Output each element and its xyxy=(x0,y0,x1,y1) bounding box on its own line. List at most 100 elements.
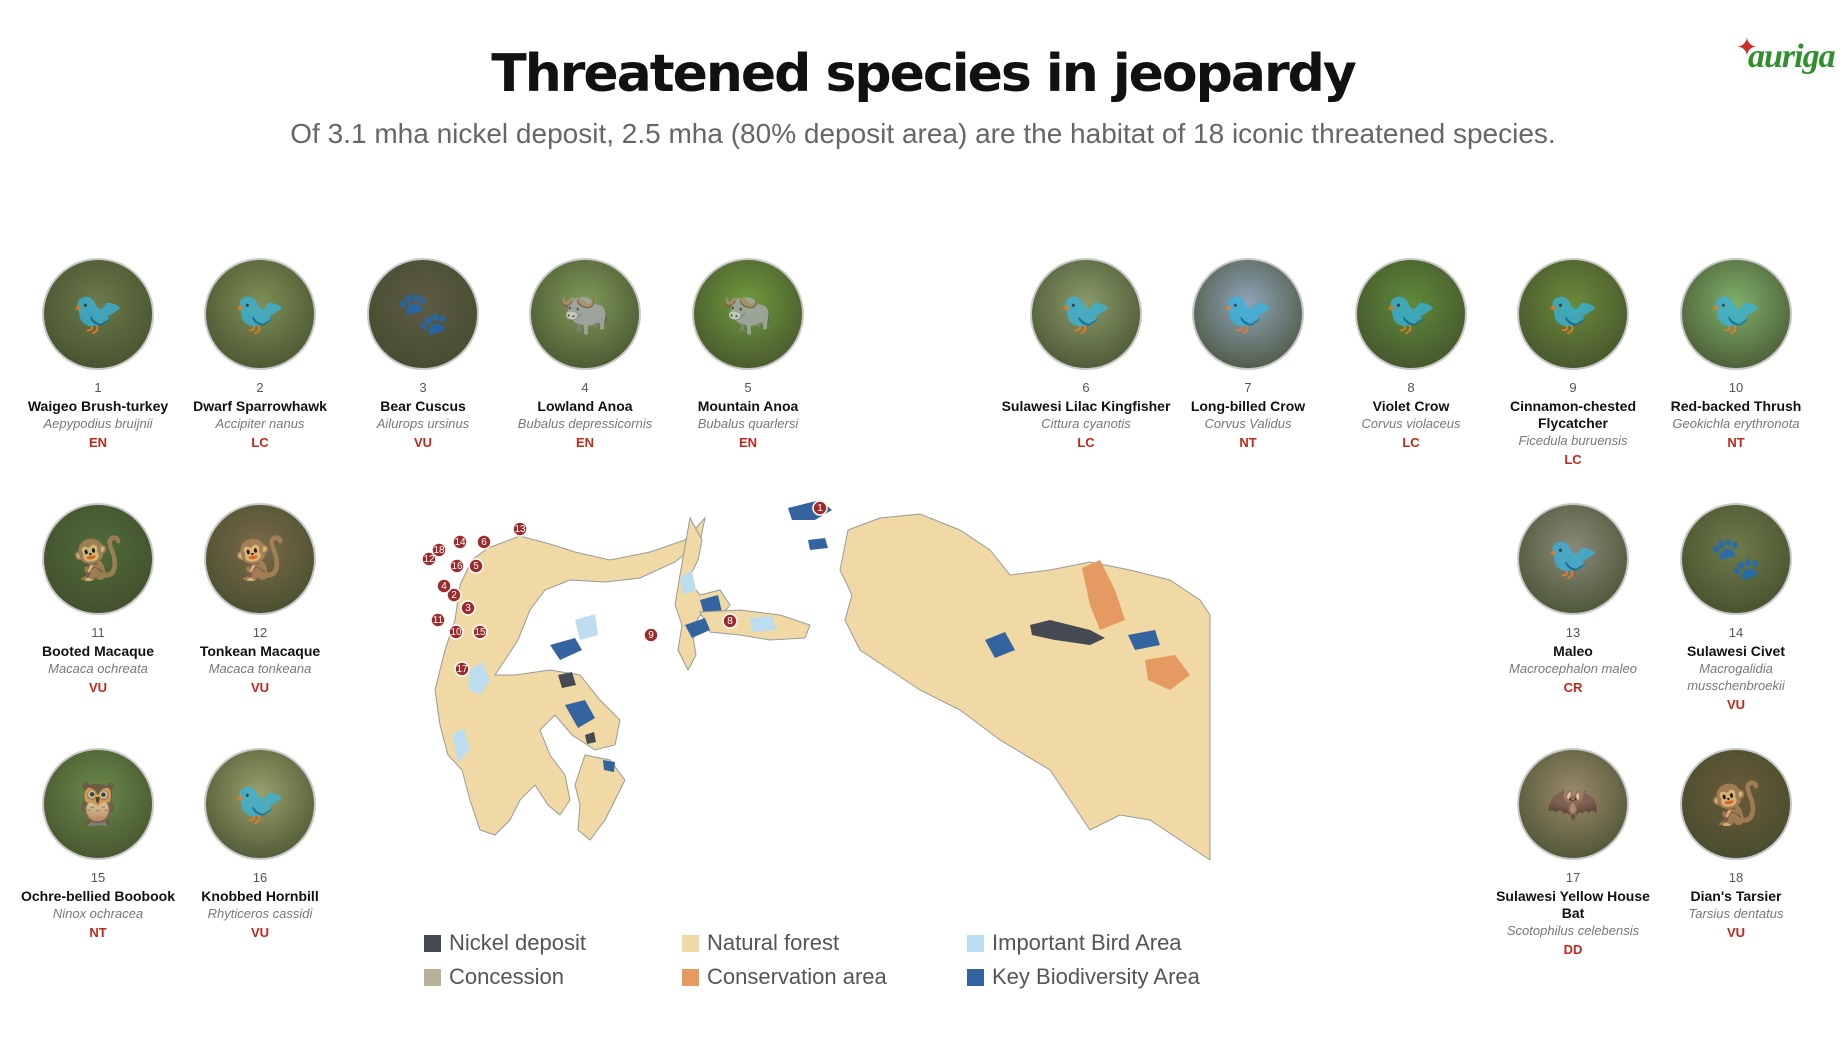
map-marker-17[interactable]: 17 xyxy=(454,661,470,677)
map-marker-3[interactable]: 3 xyxy=(460,600,476,616)
svg-text:12: 12 xyxy=(423,554,435,565)
map-marker-2[interactable]: 2 xyxy=(446,587,462,603)
species-name: Red-backed Thrush xyxy=(1670,398,1802,414)
species-card-4: 🐃 4 Lowland Anoa Bubalus depressicornis … xyxy=(500,258,670,450)
species-photo: 🦇 xyxy=(1517,748,1629,860)
map-marker-16[interactable]: 16 xyxy=(449,558,465,574)
species-card-16: 🐦 16 Knobbed Hornbill Rhyticeros cassidi… xyxy=(175,748,345,940)
map-marker-8[interactable]: 8 xyxy=(722,613,738,629)
species-name: Sulawesi Lilac Kingfisher xyxy=(1001,398,1171,414)
map-marker-13[interactable]: 13 xyxy=(512,521,528,537)
bovine-icon: 🐃 xyxy=(721,289,775,337)
map-marker-1[interactable]: 1 xyxy=(812,500,828,516)
sulawesi-kba xyxy=(550,638,582,660)
species-name: Maleo xyxy=(1553,643,1593,659)
status-badge: EN xyxy=(88,435,108,450)
new-guinea-conservation xyxy=(1145,655,1190,690)
species-scientific-name: Macaca tonkeana xyxy=(208,661,312,676)
svg-text:2: 2 xyxy=(451,590,457,601)
species-card-1: 🐦 1 Waigeo Brush-turkey Aepypodius bruij… xyxy=(13,258,183,450)
map-marker-9[interactable]: 9 xyxy=(643,627,659,643)
legend-label: Conservation area xyxy=(707,964,887,989)
species-number: 2 xyxy=(256,380,264,395)
map-marker-5[interactable]: 5 xyxy=(468,558,484,574)
species-number: 4 xyxy=(581,380,589,395)
legend-label: Concession xyxy=(449,964,564,989)
new-guinea-conservation xyxy=(1082,560,1125,630)
legend-label: Key Biodiversity Area xyxy=(992,964,1200,989)
sulawesi-island xyxy=(434,516,706,841)
species-scientific-name: Cittura cyanotis xyxy=(1041,416,1131,431)
species-number: 9 xyxy=(1569,380,1577,395)
halmahera-iba xyxy=(680,570,696,595)
crow-icon: 🐦 xyxy=(1221,289,1275,337)
species-number: 12 xyxy=(252,625,268,640)
map-marker-12[interactable]: 12 xyxy=(421,551,437,567)
species-name: Lowland Anoa xyxy=(537,398,633,414)
species-scientific-name: Tarsius dentatus xyxy=(1688,906,1784,921)
status-badge: LC xyxy=(1564,452,1582,467)
status-badge: VU xyxy=(250,680,270,695)
species-number: 16 xyxy=(252,870,268,885)
new-guinea-kba xyxy=(808,538,828,550)
species-photo: 🐾 xyxy=(367,258,479,370)
monkey-icon: 🐒 xyxy=(233,534,287,582)
species-card-18: 🐒 18 Dian's Tarsier Tarsius dentatus VU xyxy=(1651,748,1821,940)
status-badge: VU xyxy=(413,435,433,450)
species-scientific-name: Corvus violaceus xyxy=(1361,416,1461,431)
legend-swatch xyxy=(424,968,441,986)
legend-label: Nickel deposit xyxy=(449,930,586,955)
species-card-2: 🐦 2 Dwarf Sparrowhawk Accipiter nanus LC xyxy=(175,258,345,450)
species-number: 5 xyxy=(744,380,752,395)
habitat-map: 1 2 3 4 5 6 7 8 9 10 11 12 13 14 15 16 1… xyxy=(421,500,1211,861)
species-number: 1 xyxy=(94,380,102,395)
legend-swatch xyxy=(967,934,984,952)
status-badge: EN xyxy=(738,435,758,450)
new-guinea-kba xyxy=(985,632,1015,658)
bird-icon: 🐦 xyxy=(1546,289,1600,337)
mammal-icon: 🐾 xyxy=(1709,534,1763,582)
map-marker-6[interactable]: 6 xyxy=(476,534,492,550)
species-name: Waigeo Brush-turkey xyxy=(27,398,169,414)
legend-item-important-bird-area: Important Bird Area xyxy=(967,930,1182,956)
mammal-icon: 🐾 xyxy=(396,289,450,337)
leaf-icon: ✦ xyxy=(1736,32,1758,62)
map-marker-18[interactable]: 18 xyxy=(431,542,447,558)
hornbill-icon: 🐦 xyxy=(233,779,287,827)
species-number: 14 xyxy=(1728,625,1744,640)
species-name: Violet Crow xyxy=(1372,398,1450,414)
legend-item-key-biodiversity-area: Key Biodiversity Area xyxy=(967,964,1200,990)
svg-text:11: 11 xyxy=(433,615,444,626)
sulawesi-ibas xyxy=(575,614,598,640)
species-scientific-name: Scotophilus celebensis xyxy=(1506,923,1640,938)
map-marker-10[interactable]: 10 xyxy=(448,624,464,640)
species-name: Long-billed Crow xyxy=(1190,398,1306,414)
bird-icon: 🐦 xyxy=(71,289,125,337)
svg-text:9: 9 xyxy=(648,630,654,641)
species-scientific-name: Rhyticeros cassidi xyxy=(207,906,313,921)
bird-icon: 🐦 xyxy=(233,289,287,337)
legend-swatch xyxy=(424,934,441,952)
species-card-3: 🐾 3 Bear Cuscus Ailurops ursinus VU xyxy=(338,258,508,450)
sulawesi-ibas xyxy=(468,662,490,695)
sulawesi-nickel xyxy=(585,732,596,744)
seram-iba xyxy=(750,616,776,632)
sulawesi-southeast-arm xyxy=(574,754,626,841)
species-card-15: 🦉 15 Ochre-bellied Boobook Ninox ochrace… xyxy=(13,748,183,940)
species-name: Dian's Tarsier xyxy=(1690,888,1782,904)
status-badge: NT xyxy=(1727,435,1745,450)
species-card-17: 🦇 17 Sulawesi Yellow House Bat Scotophil… xyxy=(1488,748,1658,957)
species-markers: 1 2 3 4 5 6 7 8 9 10 11 12 13 14 15 16 1… xyxy=(421,500,828,677)
map-marker-4[interactable]: 4 xyxy=(436,578,452,594)
svg-text:17: 17 xyxy=(456,664,468,675)
species-number: 15 xyxy=(90,870,106,885)
species-photo: 🐒 xyxy=(42,503,154,615)
species-scientific-name: Corvus Validus xyxy=(1204,416,1292,431)
bat-icon: 🦇 xyxy=(1546,779,1600,827)
map-marker-15[interactable]: 15 xyxy=(472,624,488,640)
species-number: 6 xyxy=(1082,380,1090,395)
map-marker-11[interactable]: 11 xyxy=(430,612,446,628)
status-badge: LC xyxy=(251,435,269,450)
map-marker-14[interactable]: 14 xyxy=(452,534,468,550)
species-photo: 🐦 xyxy=(204,258,316,370)
